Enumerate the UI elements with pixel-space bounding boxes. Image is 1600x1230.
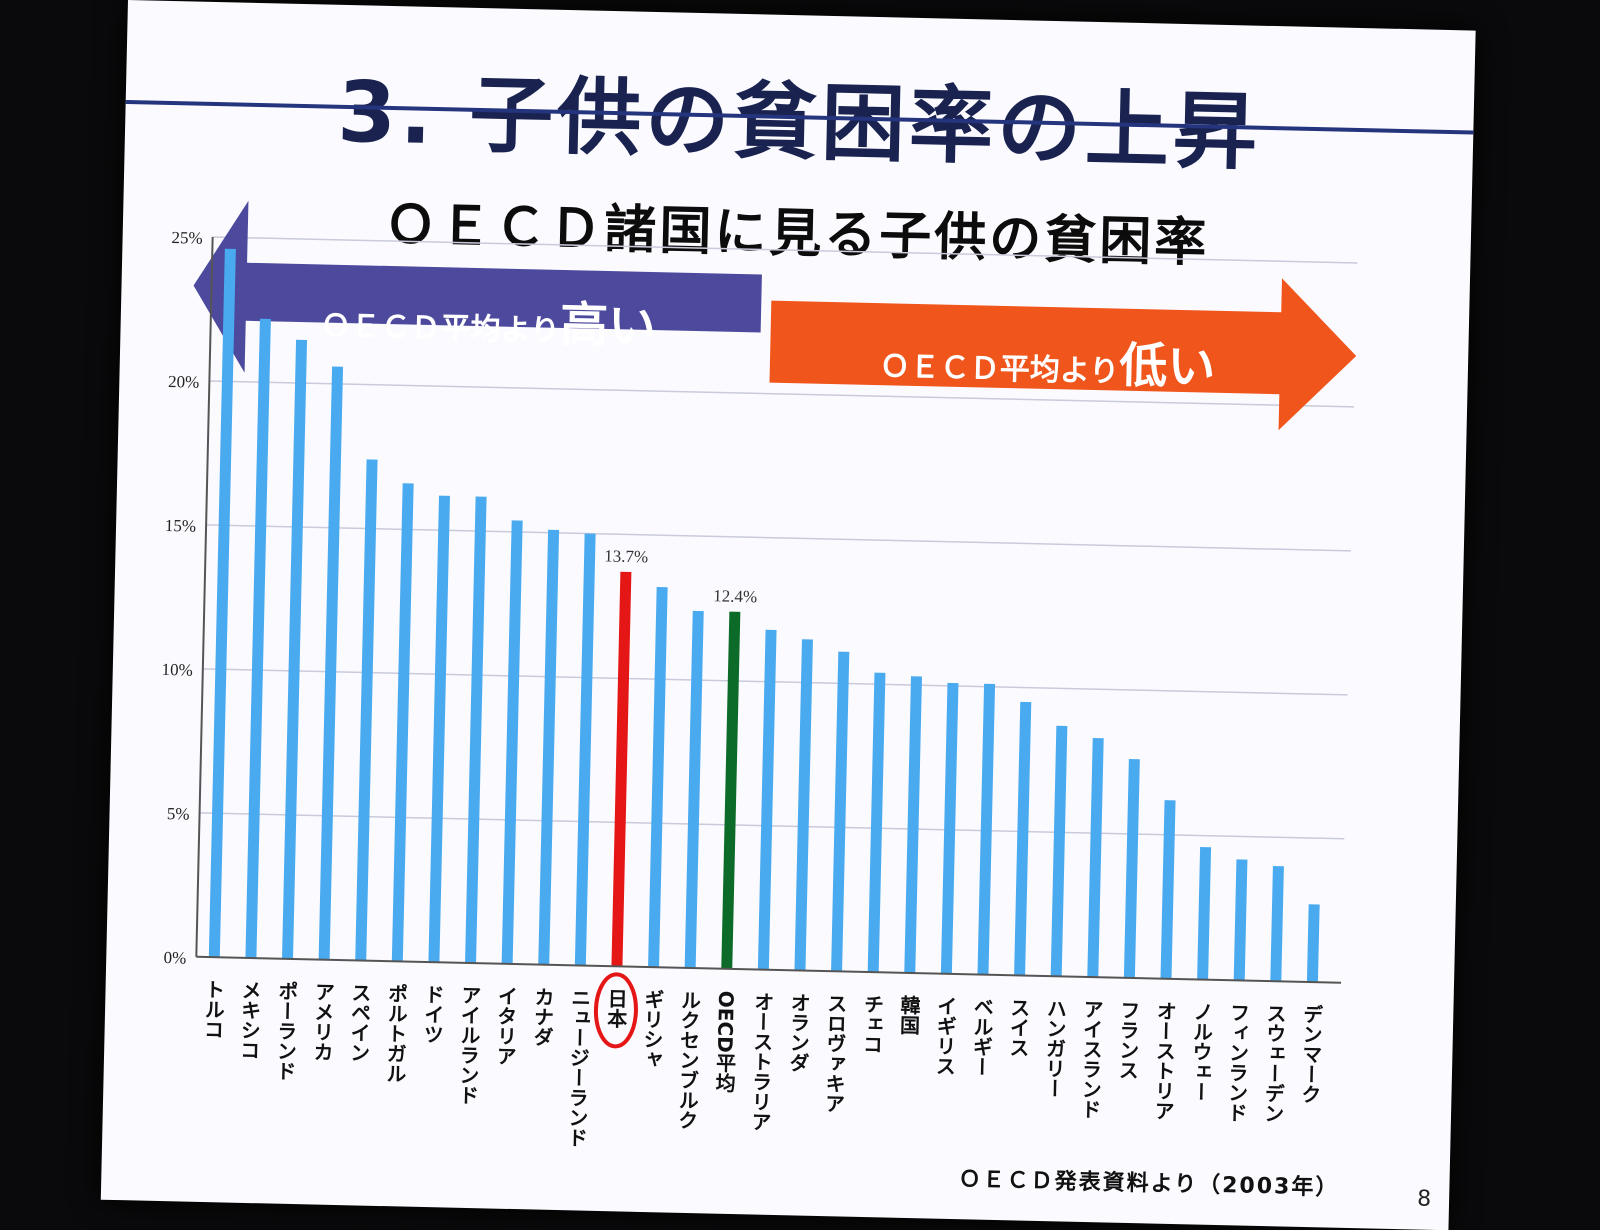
poverty-rate-chart: 0% 5% 10% 15% 20% 25% トルコ メキシコ ポーランド アメリカ スペイン ポルト… bbox=[161, 200, 1358, 1148]
above-average-prefix: ＯＥＣＤ平均より bbox=[320, 308, 561, 349]
y-tick-label: 5% bbox=[167, 804, 190, 824]
category-label: オーストラリア bbox=[748, 991, 775, 1132]
bar bbox=[757, 629, 777, 970]
y-tick-label: 0% bbox=[163, 948, 186, 968]
bar bbox=[1233, 859, 1248, 981]
category-label: スロヴァキア bbox=[821, 993, 848, 1114]
bar bbox=[574, 533, 596, 966]
y-axis bbox=[195, 236, 214, 957]
category-label: スイス bbox=[1006, 997, 1031, 1058]
data-label: 13.7% bbox=[604, 546, 648, 566]
below-average-note: ＯＥＣＤ平均より低い bbox=[879, 320, 1216, 398]
slide: 3. 子供の貧困率の上昇 ＯＥＣＤ諸国に見る子供の貧困率 0% 5% 10% 15% 2… bbox=[100, 0, 1476, 1230]
bar bbox=[904, 676, 923, 974]
category-label: ニュージーランド bbox=[564, 987, 592, 1148]
category-label: アメリカ bbox=[310, 981, 336, 1062]
bar bbox=[1160, 800, 1176, 979]
japan-highlight-ring bbox=[593, 972, 638, 1049]
category-label: ハンガリー bbox=[1041, 998, 1067, 1099]
category-label: イギリス bbox=[932, 996, 958, 1077]
category-label: ギリシャ bbox=[639, 988, 665, 1069]
bar bbox=[282, 339, 308, 959]
category-label: トルコ bbox=[200, 979, 225, 1040]
bar-oecd-average bbox=[721, 611, 741, 969]
category-label: フィンランド bbox=[1224, 1002, 1251, 1123]
y-tick-label: 25% bbox=[171, 228, 203, 248]
bar bbox=[1306, 904, 1320, 983]
category-label: チェコ bbox=[859, 994, 884, 1055]
bar bbox=[1197, 847, 1212, 980]
bar-japan bbox=[611, 571, 632, 967]
bar bbox=[208, 248, 236, 958]
bar bbox=[538, 529, 560, 965]
category-label: スペイン bbox=[346, 982, 372, 1063]
bar bbox=[1014, 701, 1032, 976]
axes: 0% 5% 10% 15% 20% 25% bbox=[161, 228, 1342, 984]
slide-number: 8 bbox=[1416, 1186, 1432, 1212]
bar bbox=[355, 459, 378, 961]
category-label: アイルランド bbox=[455, 985, 482, 1106]
bar bbox=[831, 651, 850, 972]
bar bbox=[1050, 725, 1068, 977]
x-axis bbox=[196, 955, 1342, 984]
above-average-note: ＯＥＣＤ平均より高い bbox=[320, 279, 657, 357]
gridline bbox=[209, 380, 1355, 408]
category-label: OECD平均 bbox=[712, 991, 738, 1093]
gridline bbox=[212, 236, 1358, 264]
y-tick-label: 10% bbox=[161, 660, 193, 680]
category-labels: トルコ メキシコ ポーランド アメリカ スペイン ポルトガル ドイツ アイルランド イタリア カナ… bbox=[200, 546, 1324, 1148]
category-label: オランダ bbox=[786, 992, 812, 1073]
category-label: メキシコ bbox=[237, 980, 263, 1061]
below-average-prefix: ＯＥＣＤ平均より bbox=[879, 349, 1120, 390]
bar bbox=[684, 610, 704, 969]
gridlines bbox=[199, 236, 1358, 840]
category-label: フランス bbox=[1115, 1000, 1141, 1081]
y-tick-label: 20% bbox=[168, 372, 200, 392]
data-label: 12.4% bbox=[713, 586, 757, 606]
bar bbox=[501, 520, 523, 964]
below-average-emphasis: 低い bbox=[1118, 337, 1216, 396]
gridline bbox=[206, 524, 1351, 552]
category-label: カナダ bbox=[530, 986, 555, 1047]
bar bbox=[1270, 865, 1284, 982]
bar bbox=[318, 366, 344, 960]
above-average-emphasis: 高い bbox=[559, 296, 657, 356]
bar bbox=[940, 682, 959, 974]
bar bbox=[245, 318, 271, 959]
category-label: アイスランド bbox=[1078, 999, 1105, 1120]
category-label: デンマーク bbox=[1298, 1002, 1324, 1104]
category-label: ルクセンブルク bbox=[674, 990, 701, 1131]
arrow-annotations bbox=[193, 200, 1357, 431]
bar bbox=[428, 495, 451, 963]
y-tick-label: 15% bbox=[165, 516, 197, 536]
category-label: ベルギー bbox=[969, 996, 995, 1077]
bars bbox=[208, 248, 1320, 983]
category-label: 日本 bbox=[604, 988, 629, 1029]
bar bbox=[1123, 759, 1140, 979]
category-label: ポルトガル bbox=[383, 982, 409, 1084]
bar bbox=[867, 672, 886, 973]
arrow-low-annotation bbox=[769, 278, 1357, 431]
bar bbox=[648, 586, 668, 968]
bar bbox=[391, 483, 414, 962]
category-label: イタリア bbox=[493, 986, 519, 1067]
category-label: ポーランド bbox=[273, 979, 299, 1081]
category-label: ドイツ bbox=[420, 984, 445, 1045]
bar bbox=[465, 496, 487, 964]
bar bbox=[1087, 738, 1104, 978]
category-label: 韓国 bbox=[896, 993, 921, 1035]
bar bbox=[794, 639, 813, 971]
bar bbox=[977, 683, 996, 975]
category-label: ノルウェー bbox=[1188, 1001, 1214, 1102]
category-label: オーストリア bbox=[1151, 1001, 1178, 1122]
category-label: スウェーデン bbox=[1261, 1003, 1288, 1124]
arrow-high-annotation bbox=[193, 200, 762, 373]
